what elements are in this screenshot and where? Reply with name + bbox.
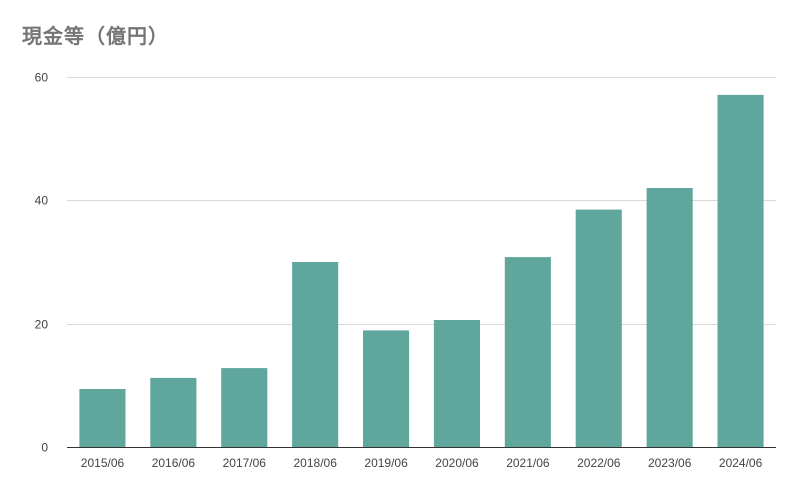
x-tick-label: 2022/06: [577, 456, 621, 470]
x-tick-label: 2016/06: [152, 456, 196, 470]
x-tick-label: 2015/06: [81, 456, 125, 470]
bar-2018/06: [292, 262, 339, 447]
bar-2015/06: [79, 389, 126, 447]
x-tick-label: 2019/06: [364, 456, 408, 470]
bar-2022/06: [575, 209, 622, 447]
x-tick-label: 2021/06: [506, 456, 550, 470]
bar-2019/06: [363, 330, 410, 447]
bar-2023/06: [646, 188, 693, 447]
y-tick-label: 0: [41, 441, 48, 455]
x-tick-label: 2024/06: [719, 456, 763, 470]
bar-2021/06: [504, 257, 551, 447]
x-tick-label: 2020/06: [435, 456, 479, 470]
bar-2016/06: [150, 377, 197, 447]
y-tick-label: 20: [35, 318, 49, 332]
bar-2017/06: [221, 368, 268, 447]
bar-2024/06: [717, 94, 764, 448]
y-tick-label: 40: [35, 194, 49, 208]
y-axis-ticks: 0 20 40 60: [35, 71, 49, 455]
x-tick-label: 2018/06: [294, 456, 338, 470]
x-tick-label: 2017/06: [223, 456, 267, 470]
x-tick-label: 2023/06: [648, 456, 692, 470]
x-axis-ticks: 2015/06 2016/06 2017/06 2018/06 2019/06 2020/…: [81, 456, 763, 470]
y-tick-label: 60: [35, 71, 49, 85]
chart-title: 現金等（億円）: [22, 24, 169, 48]
bars: [79, 94, 764, 448]
bar-2020/06: [433, 320, 480, 447]
